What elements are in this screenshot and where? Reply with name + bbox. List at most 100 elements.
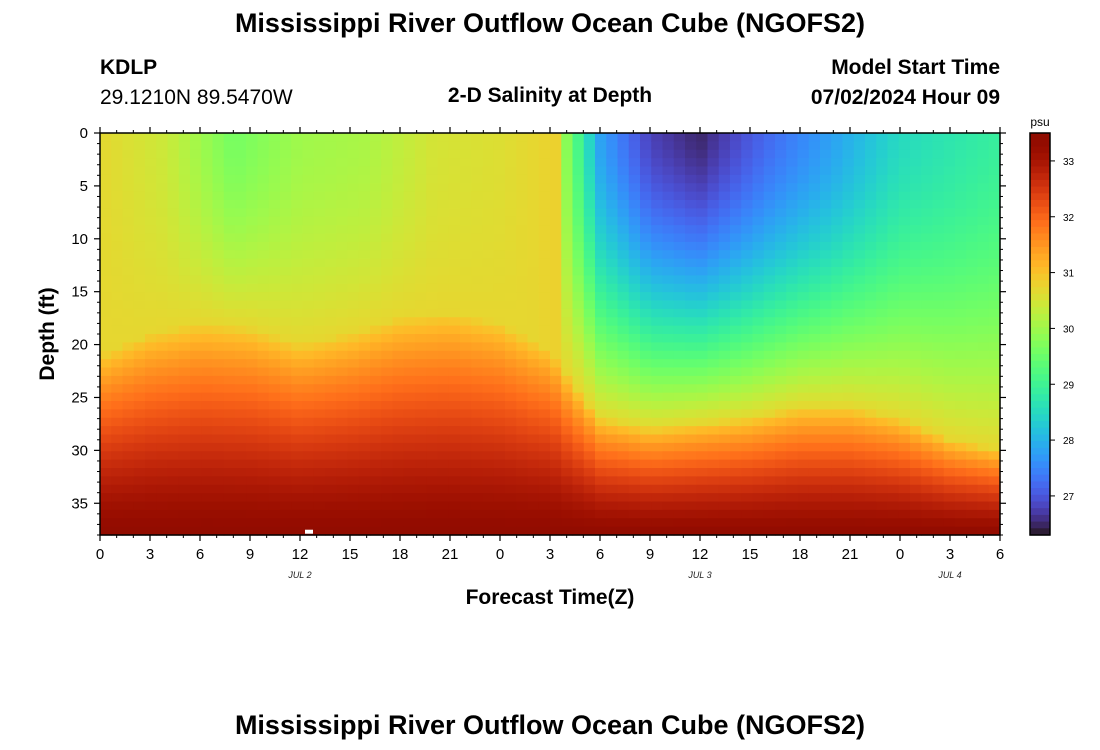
heatmap-cell [268, 183, 281, 193]
heatmap-cell [595, 392, 607, 402]
heatmap-cell [583, 476, 596, 486]
heatmap-cell [505, 317, 517, 327]
heatmap-cell [403, 501, 416, 511]
heatmap-cell [932, 174, 945, 184]
heatmap-cell [583, 484, 596, 494]
heatmap-cell [460, 158, 472, 168]
heatmap-cell [842, 476, 855, 486]
heatmap-cell [775, 216, 787, 226]
heatmap-cell [865, 149, 877, 159]
heatmap-cell [673, 342, 686, 352]
heatmap-cell [156, 200, 169, 209]
heatmap-cell [257, 191, 270, 201]
heatmap-cell [448, 158, 461, 168]
heatmap-cell [831, 216, 844, 226]
heatmap-cell [921, 233, 934, 243]
heatmap-cell [842, 233, 855, 243]
heatmap-cell [887, 493, 900, 503]
heatmap-cell [651, 158, 664, 168]
heatmap-cell [111, 342, 124, 352]
heatmap-cell [561, 509, 574, 519]
heatmap-cell [752, 300, 765, 310]
heatmap-cell [876, 342, 889, 352]
heatmap-cell [235, 342, 247, 352]
heatmap-cell [966, 493, 979, 503]
heatmap-cell [898, 392, 911, 402]
heatmap-cell [820, 442, 832, 452]
heatmap-cell [302, 518, 315, 528]
heatmap-cell [561, 308, 574, 318]
heatmap-cell [763, 258, 776, 268]
heatmap-cell [775, 191, 787, 201]
heatmap-cell [853, 225, 866, 235]
heatmap-cell [201, 283, 214, 293]
heatmap-cell [741, 300, 754, 310]
heatmap-cell [977, 526, 990, 536]
heatmap-cell [797, 308, 810, 318]
heatmap-cell [853, 317, 866, 327]
heatmap-cell [437, 308, 450, 318]
heatmap-cell [910, 317, 922, 327]
heatmap-cell [775, 526, 787, 536]
heatmap-cell [628, 300, 641, 310]
heatmap-cell [763, 359, 776, 369]
heatmap-cell [730, 509, 742, 519]
heatmap-cell [426, 434, 439, 444]
heatmap-cell [943, 300, 956, 310]
heatmap-cell [696, 141, 709, 151]
heatmap-cell [673, 501, 686, 511]
heatmap-cell [336, 283, 349, 293]
heatmap-cell [955, 183, 967, 193]
heatmap-cell [561, 426, 574, 436]
heatmap-cell [977, 359, 990, 369]
heatmap-cell [775, 417, 787, 427]
heatmap-cell [550, 200, 562, 209]
heatmap-cell [527, 233, 540, 243]
heatmap-cell [685, 468, 697, 477]
heatmap-cell [673, 141, 686, 151]
heatmap-cell [910, 501, 922, 511]
heatmap-cell [291, 476, 304, 486]
heatmap-cell [482, 250, 495, 260]
heatmap-cell [291, 518, 304, 528]
heatmap-cell [280, 442, 292, 452]
heatmap-cell [100, 442, 112, 452]
heatmap-cell [808, 166, 821, 176]
heatmap-cell [921, 275, 934, 285]
heatmap-cell [662, 459, 675, 469]
heatmap-cell [145, 300, 157, 310]
heatmap-cell [145, 509, 157, 519]
heatmap-cell [223, 442, 236, 452]
heatmap-cell [482, 300, 495, 310]
heatmap-cell [595, 275, 607, 285]
heatmap-cell [460, 233, 472, 243]
heatmap-cell [156, 233, 169, 243]
heatmap-cell [426, 216, 439, 226]
heatmap-cell [831, 375, 844, 385]
heatmap-cell [808, 241, 821, 251]
heatmap-cell [842, 350, 855, 360]
heatmap-cell [145, 308, 157, 318]
heatmap-cell [628, 308, 641, 318]
heatmap-cell [853, 149, 866, 159]
heatmap-cell [392, 375, 405, 385]
heatmap-cell [628, 258, 641, 268]
heatmap-cell [235, 241, 247, 251]
heatmap-cell [426, 308, 439, 318]
heatmap-cell [662, 384, 675, 394]
heatmap-cell [775, 149, 787, 159]
heatmap-cell [370, 384, 382, 394]
heatmap-cell [988, 208, 1001, 218]
heatmap-cell [268, 476, 281, 486]
heatmap-cell [223, 392, 236, 402]
heatmap-cell [426, 166, 439, 176]
heatmap-cell [471, 359, 484, 369]
heatmap-cell [403, 484, 416, 494]
heatmap-cell [190, 216, 202, 226]
heatmap-cell [190, 375, 202, 385]
heatmap-cell [640, 250, 652, 260]
heatmap-cell [358, 292, 371, 302]
heatmap-cell [887, 476, 900, 486]
heatmap-cell [178, 493, 191, 503]
colorbar-segment [1030, 300, 1050, 308]
